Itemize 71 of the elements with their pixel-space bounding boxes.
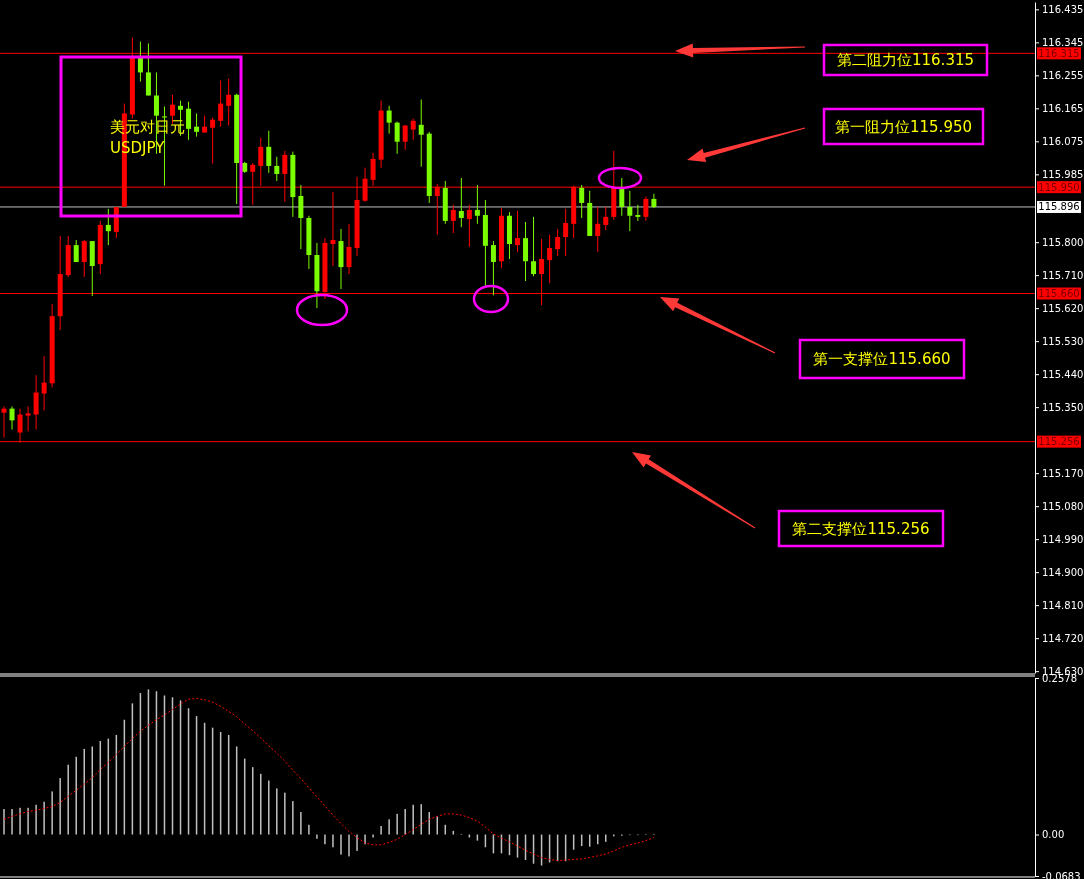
candlestick [394,121,400,155]
candlestick [466,204,472,248]
annotation: 第一阻力位115.950 [834,117,973,136]
y-tick-label: 115.800 [1042,236,1084,248]
y-tick-label: 115.710 [1042,269,1084,281]
y-tick-label: 114.810 [1042,599,1084,611]
annotation: 第二阻力位116.315 [836,51,975,70]
candlestick [274,156,280,182]
ref-line-label: 115.660 [1038,288,1080,299]
y-tick-label: 115.440 [1042,368,1084,380]
candlestick [579,184,585,219]
y-tick-label: -0.0683 [1042,870,1081,879]
candlestick [418,99,424,168]
line-series [3,698,655,862]
candlestick [603,206,609,231]
candlestick [1,405,7,439]
candlestick [523,221,529,282]
y-tick-label: 116.345 [1042,37,1084,49]
candlestick [194,112,200,138]
candlestick [25,405,31,432]
annotation: 第二支撑位115.256 [792,519,930,538]
candlestick [402,124,408,151]
candlestick [563,208,569,257]
candlestick [9,405,15,431]
annotation: 第一支撑位115.660 [813,350,951,369]
ref-line-label: 115.950 [1038,181,1080,193]
candlestick [555,228,561,257]
candlestick [450,204,456,234]
y-tick-label: 115.080 [1042,500,1084,512]
y-tick-label: 115.985 [1042,169,1084,181]
candlestick [218,79,224,128]
y-tick-label: 116.165 [1042,103,1084,115]
candlestick [627,190,633,232]
candlestick [346,223,352,275]
candlestick [458,177,464,228]
candlestick [145,42,151,96]
candlestick [595,206,601,253]
candlestick [33,374,39,431]
ref-line-label: 116.315 [1038,47,1080,59]
candlestick [410,118,416,141]
y-tick-label: 116.075 [1042,136,1084,148]
candlestick [73,239,79,263]
candlestick [186,101,192,141]
ref-line-label: 115.896 [1038,201,1080,213]
candlestick [41,355,47,411]
y-tick-label: 114.990 [1042,533,1084,545]
candlestick [266,130,272,174]
y-tick-label: 116.435 [1042,4,1084,16]
candlestick [386,105,392,135]
candlestick [81,239,87,278]
candlestick [547,234,553,284]
candlestick [643,196,649,222]
ref-line-label: 115.256 [1038,436,1080,448]
candlestick [490,240,496,296]
y-tick-label: 116.255 [1042,70,1084,82]
y-tick-label: 115.620 [1042,302,1084,314]
y-tick-label: 115.170 [1042,467,1084,479]
candlestick [619,177,625,217]
y-tick-label: 114.720 [1042,632,1084,644]
candlestick [298,184,304,250]
candlestick [474,184,480,225]
candlestick [226,78,232,127]
y-tick-label: 114.900 [1042,566,1084,578]
y-tick-label: 0.00 [1042,829,1065,841]
candlestick [531,216,537,277]
candlestick [515,210,520,253]
candlestick [210,117,216,165]
y-tick-label: 115.350 [1042,401,1084,413]
y-tick-label: 115.530 [1042,335,1084,347]
candlestick [330,191,336,267]
candlestick [105,208,111,246]
